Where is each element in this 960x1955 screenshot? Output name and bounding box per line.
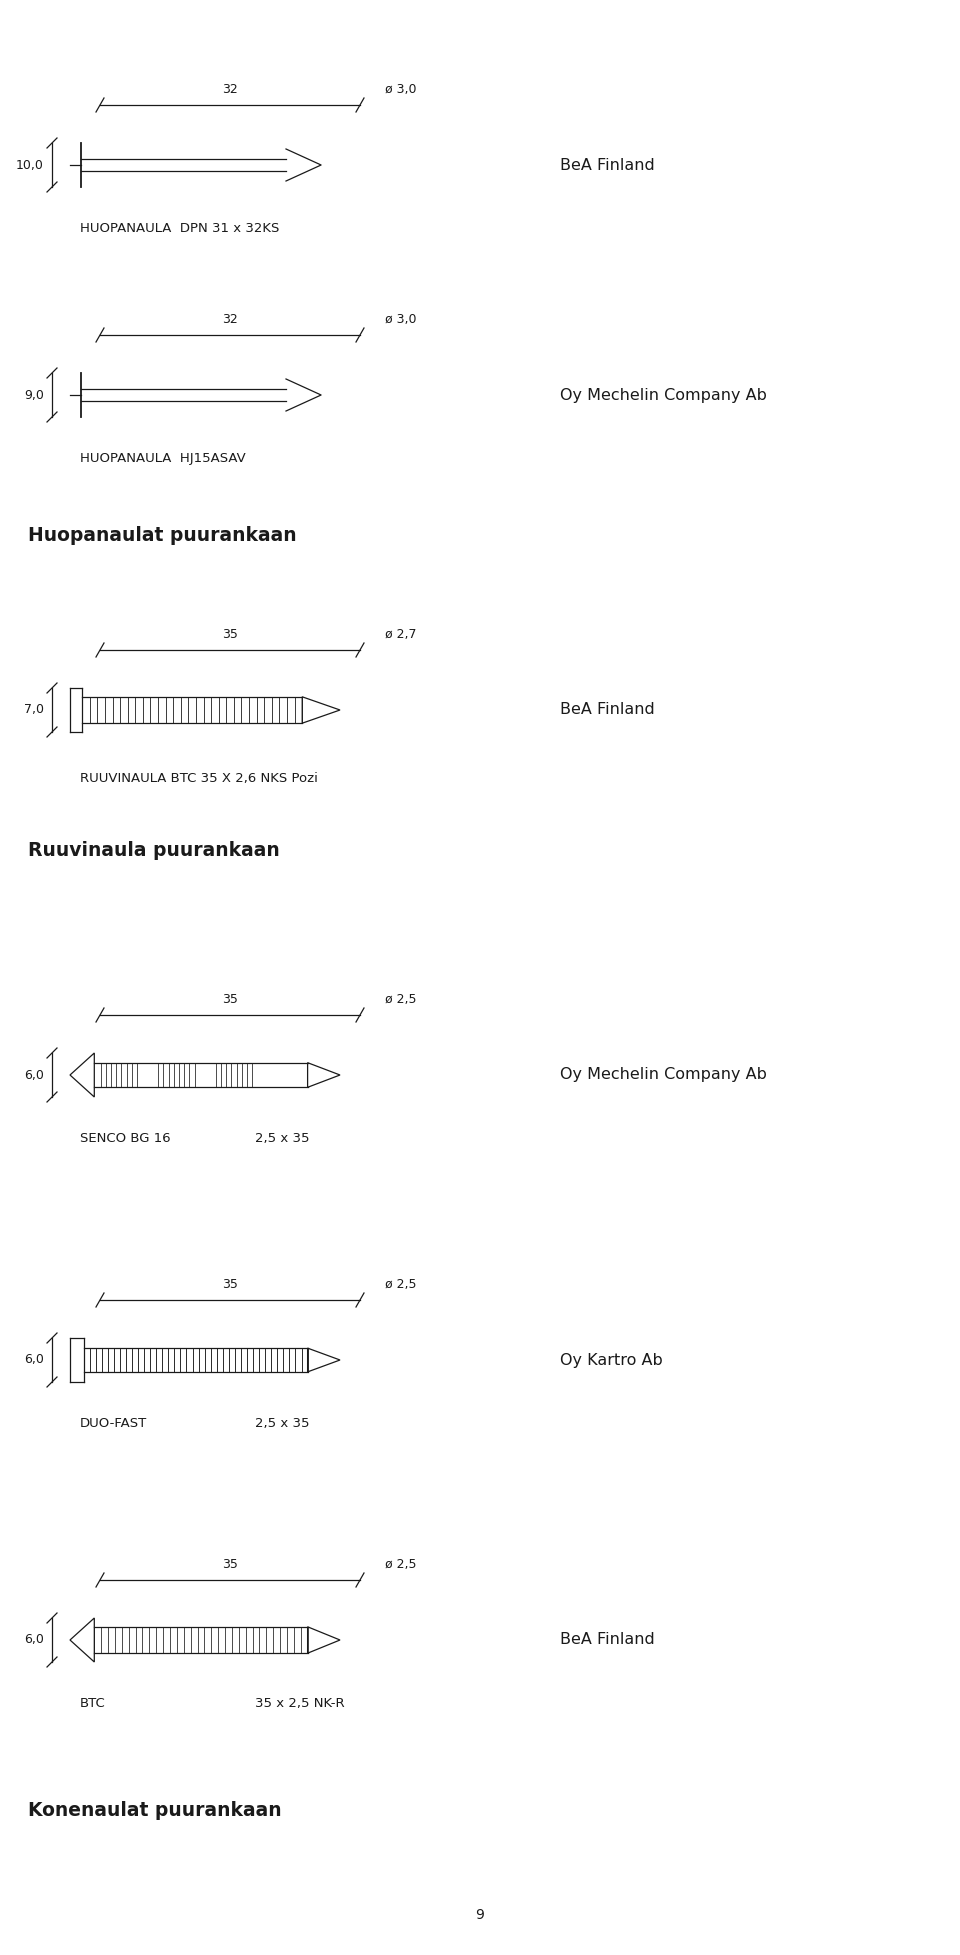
Text: BeA Finland: BeA Finland <box>560 702 655 717</box>
Text: HUOPANAULA  HJ15ASAV: HUOPANAULA HJ15ASAV <box>80 452 246 465</box>
Text: ø 2,5: ø 2,5 <box>385 993 417 1007</box>
Text: Konenaulat puurankaan: Konenaulat puurankaan <box>28 1801 281 1820</box>
Text: 9,0: 9,0 <box>24 389 44 401</box>
Text: 35: 35 <box>222 628 238 641</box>
Text: RUUVINAULA BTC 35 X 2,6 NKS Pozi: RUUVINAULA BTC 35 X 2,6 NKS Pozi <box>80 772 318 786</box>
Text: ø 2,5: ø 2,5 <box>385 1558 417 1572</box>
Text: 35: 35 <box>222 993 238 1007</box>
Text: 10,0: 10,0 <box>16 158 44 172</box>
Text: 6,0: 6,0 <box>24 1069 44 1081</box>
Text: BTC: BTC <box>80 1697 106 1711</box>
Text: ø 3,0: ø 3,0 <box>385 82 417 96</box>
Text: ø 3,0: ø 3,0 <box>385 313 417 326</box>
Text: ø 2,7: ø 2,7 <box>385 628 417 641</box>
Text: 32: 32 <box>222 82 238 96</box>
Text: Oy Mechelin Company Ab: Oy Mechelin Company Ab <box>560 1067 767 1083</box>
Text: 35: 35 <box>222 1279 238 1290</box>
Text: Ruuvinaula puurankaan: Ruuvinaula puurankaan <box>28 841 279 860</box>
Text: Huopanaulat puurankaan: Huopanaulat puurankaan <box>28 526 297 545</box>
Text: HUOPANAULA  DPN 31 x 32KS: HUOPANAULA DPN 31 x 32KS <box>80 223 279 235</box>
Text: Oy Kartro Ab: Oy Kartro Ab <box>560 1353 662 1367</box>
Text: 35 x 2,5 NK-R: 35 x 2,5 NK-R <box>255 1697 345 1711</box>
Text: BeA Finland: BeA Finland <box>560 158 655 172</box>
Text: 32: 32 <box>222 313 238 326</box>
Text: ø 2,5: ø 2,5 <box>385 1279 417 1290</box>
Text: 7,0: 7,0 <box>24 704 44 716</box>
Text: 6,0: 6,0 <box>24 1634 44 1646</box>
Text: 2,5 x 35: 2,5 x 35 <box>255 1132 309 1146</box>
Text: 35: 35 <box>222 1558 238 1572</box>
Text: DUO-FAST: DUO-FAST <box>80 1417 147 1429</box>
Text: 2,5 x 35: 2,5 x 35 <box>255 1417 309 1429</box>
Text: SENCO BG 16: SENCO BG 16 <box>80 1132 171 1146</box>
Text: 9: 9 <box>475 1908 485 1922</box>
Text: 6,0: 6,0 <box>24 1353 44 1367</box>
Text: Oy Mechelin Company Ab: Oy Mechelin Company Ab <box>560 387 767 403</box>
Text: BeA Finland: BeA Finland <box>560 1632 655 1648</box>
